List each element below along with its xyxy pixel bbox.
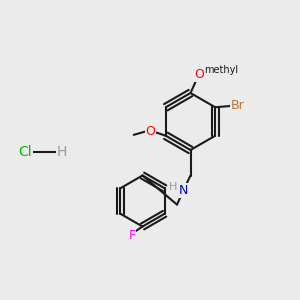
- Text: Br: Br: [231, 99, 244, 112]
- Text: H: H: [56, 145, 67, 158]
- Text: O: O: [145, 125, 155, 138]
- Text: O: O: [194, 68, 204, 82]
- Text: Cl: Cl: [19, 145, 32, 158]
- Text: F: F: [128, 229, 136, 242]
- Text: H: H: [169, 182, 177, 192]
- Text: N: N: [178, 184, 188, 197]
- Text: methyl: methyl: [204, 65, 238, 75]
